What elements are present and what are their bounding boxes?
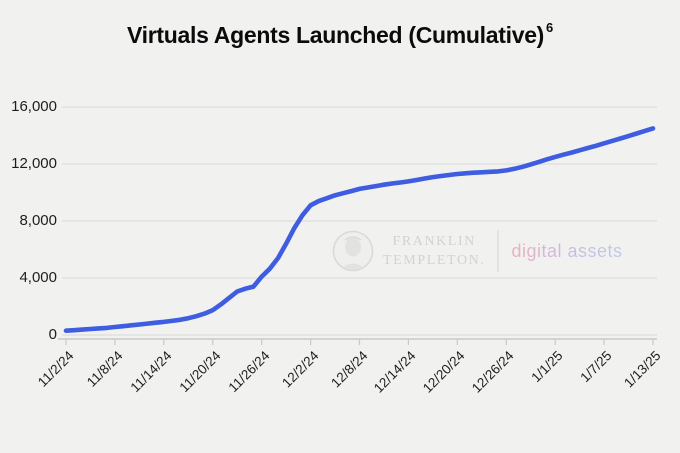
x-axis-tick-label: 11/20/24 (176, 348, 224, 396)
franklin-templeton-logo-icon (332, 230, 374, 272)
chart-title: Virtuals Agents Launched (Cumulative) 6 (0, 20, 680, 49)
x-axis-tick-label: 12/26/24 (468, 348, 517, 396)
x-axis-tick-label: 12/20/24 (419, 348, 468, 396)
x-axis-tick-label: 1/7/25 (577, 348, 615, 386)
watermark-brand: digital assets (511, 240, 623, 261)
chart-title-text: Virtuals Agents Launched (Cumulative) (127, 22, 545, 48)
y-axis-tick-label: 0 (48, 326, 57, 343)
x-axis-tick-label: 12/14/24 (370, 348, 419, 396)
x-axis-tick-label: 11/14/24 (127, 348, 175, 396)
x-axis-tick-label: 1/1/25 (528, 348, 566, 386)
x-axis-tick-label: 11/26/24 (225, 348, 273, 396)
watermark-company-line1: FRANKLIN (392, 234, 477, 249)
watermark-company-line2: TEMPLETON. (383, 253, 486, 268)
watermark: FRANKLIN TEMPLETON. digital assets (331, 226, 623, 276)
x-axis-tick-label: 12/8/24 (328, 348, 371, 391)
x-axis-tick-label: 12/2/24 (279, 348, 322, 391)
y-axis-tick-label: 16,000 (11, 98, 57, 115)
chart-title-footnote: 6 (546, 20, 553, 36)
watermark-divider (497, 230, 500, 272)
y-axis-tick-label: 12,000 (11, 155, 57, 172)
x-axis-tick-label: 1/13/25 (621, 348, 664, 391)
x-axis-tick-label: 11/8/24 (83, 348, 126, 390)
watermark-company-name: FRANKLIN TEMPLETON. (383, 232, 485, 270)
y-axis-tick-label: 8,000 (19, 212, 57, 229)
y-axis-tick-label: 4,000 (19, 269, 57, 286)
